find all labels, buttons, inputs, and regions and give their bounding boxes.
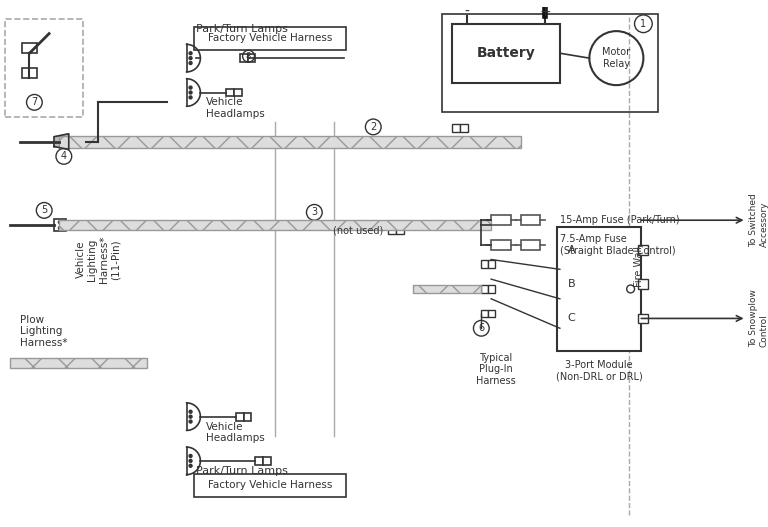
Circle shape [189, 464, 192, 467]
Circle shape [189, 96, 192, 99]
Text: Park/Turn Lamps: Park/Turn Lamps [197, 24, 288, 34]
Text: -: - [464, 5, 469, 19]
FancyBboxPatch shape [388, 226, 396, 234]
FancyBboxPatch shape [557, 227, 641, 351]
FancyBboxPatch shape [233, 89, 242, 96]
FancyBboxPatch shape [59, 136, 521, 148]
Text: Factory Vehicle Harness: Factory Vehicle Harness [208, 481, 333, 491]
FancyBboxPatch shape [521, 240, 540, 250]
Circle shape [189, 454, 192, 457]
Text: Factory Vehicle Harness: Factory Vehicle Harness [208, 34, 333, 44]
Text: Typical
Plug-In
Harness: Typical Plug-In Harness [476, 353, 516, 386]
Text: Plow
Lighting
Harness*: Plow Lighting Harness* [20, 315, 67, 348]
Text: Vehicle
Lighting
Harness*
(11-Pin): Vehicle Lighting Harness* (11-Pin) [76, 236, 121, 283]
FancyBboxPatch shape [240, 54, 247, 62]
FancyBboxPatch shape [460, 124, 468, 132]
FancyBboxPatch shape [638, 245, 648, 255]
Circle shape [189, 62, 192, 64]
Circle shape [189, 52, 192, 55]
FancyBboxPatch shape [22, 68, 38, 78]
FancyBboxPatch shape [194, 474, 346, 497]
Circle shape [58, 227, 61, 230]
FancyBboxPatch shape [638, 279, 648, 289]
Text: 6: 6 [478, 323, 485, 333]
Text: B: B [568, 279, 575, 289]
FancyBboxPatch shape [54, 219, 66, 231]
Text: 1: 1 [641, 19, 647, 29]
Text: (not used): (not used) [333, 225, 383, 235]
Text: 3-Port Module
(Non-DRL or DRL): 3-Port Module (Non-DRL or DRL) [556, 360, 643, 382]
Circle shape [189, 86, 192, 89]
Circle shape [189, 91, 192, 94]
FancyBboxPatch shape [22, 43, 38, 53]
FancyBboxPatch shape [452, 124, 460, 132]
Circle shape [189, 411, 192, 413]
FancyBboxPatch shape [521, 216, 540, 225]
Text: 7: 7 [31, 97, 38, 108]
FancyBboxPatch shape [256, 457, 263, 465]
FancyBboxPatch shape [194, 27, 346, 50]
Text: Fire Wall: Fire Wall [634, 246, 644, 287]
FancyBboxPatch shape [236, 413, 243, 421]
FancyBboxPatch shape [482, 309, 488, 317]
Circle shape [58, 221, 61, 223]
Text: Park/Turn Lamps: Park/Turn Lamps [197, 465, 288, 475]
Circle shape [189, 57, 192, 60]
Text: Battery: Battery [476, 46, 535, 60]
FancyBboxPatch shape [263, 457, 271, 465]
FancyBboxPatch shape [412, 285, 482, 293]
FancyBboxPatch shape [71, 138, 78, 145]
Text: 7.5-Amp Fuse
(Straight Blade Control): 7.5-Amp Fuse (Straight Blade Control) [560, 234, 676, 256]
Text: Vehicle
Headlamps: Vehicle Headlamps [207, 422, 265, 443]
Text: Vehicle
Headlamps: Vehicle Headlamps [207, 97, 265, 119]
FancyBboxPatch shape [482, 285, 488, 293]
Text: C: C [568, 314, 575, 324]
FancyBboxPatch shape [491, 216, 511, 225]
FancyBboxPatch shape [396, 226, 404, 234]
FancyBboxPatch shape [482, 260, 488, 268]
FancyBboxPatch shape [638, 314, 648, 324]
FancyBboxPatch shape [452, 24, 560, 83]
Circle shape [189, 420, 192, 423]
Text: A: A [568, 245, 575, 255]
FancyBboxPatch shape [488, 285, 495, 293]
FancyBboxPatch shape [247, 54, 256, 62]
Text: +: + [539, 5, 551, 19]
FancyBboxPatch shape [226, 89, 233, 96]
Polygon shape [54, 134, 69, 150]
Text: 2: 2 [370, 122, 376, 132]
Text: 15-Amp Fuse (Park/Turn): 15-Amp Fuse (Park/Turn) [560, 215, 680, 225]
FancyBboxPatch shape [78, 138, 87, 145]
Circle shape [189, 460, 192, 462]
FancyBboxPatch shape [59, 220, 491, 230]
FancyBboxPatch shape [488, 260, 495, 268]
Text: 5: 5 [41, 206, 48, 216]
Text: 4: 4 [61, 151, 67, 161]
FancyBboxPatch shape [488, 309, 495, 317]
FancyBboxPatch shape [243, 413, 251, 421]
Text: To Switched
Accessory: To Switched Accessory [750, 193, 768, 247]
FancyBboxPatch shape [491, 240, 511, 250]
Text: Motor
Relay: Motor Relay [602, 47, 631, 69]
Text: To Snowplow
Control: To Snowplow Control [750, 289, 768, 347]
Text: 8: 8 [246, 52, 251, 61]
FancyBboxPatch shape [10, 358, 147, 367]
Text: 3: 3 [311, 207, 317, 217]
Circle shape [189, 415, 192, 418]
